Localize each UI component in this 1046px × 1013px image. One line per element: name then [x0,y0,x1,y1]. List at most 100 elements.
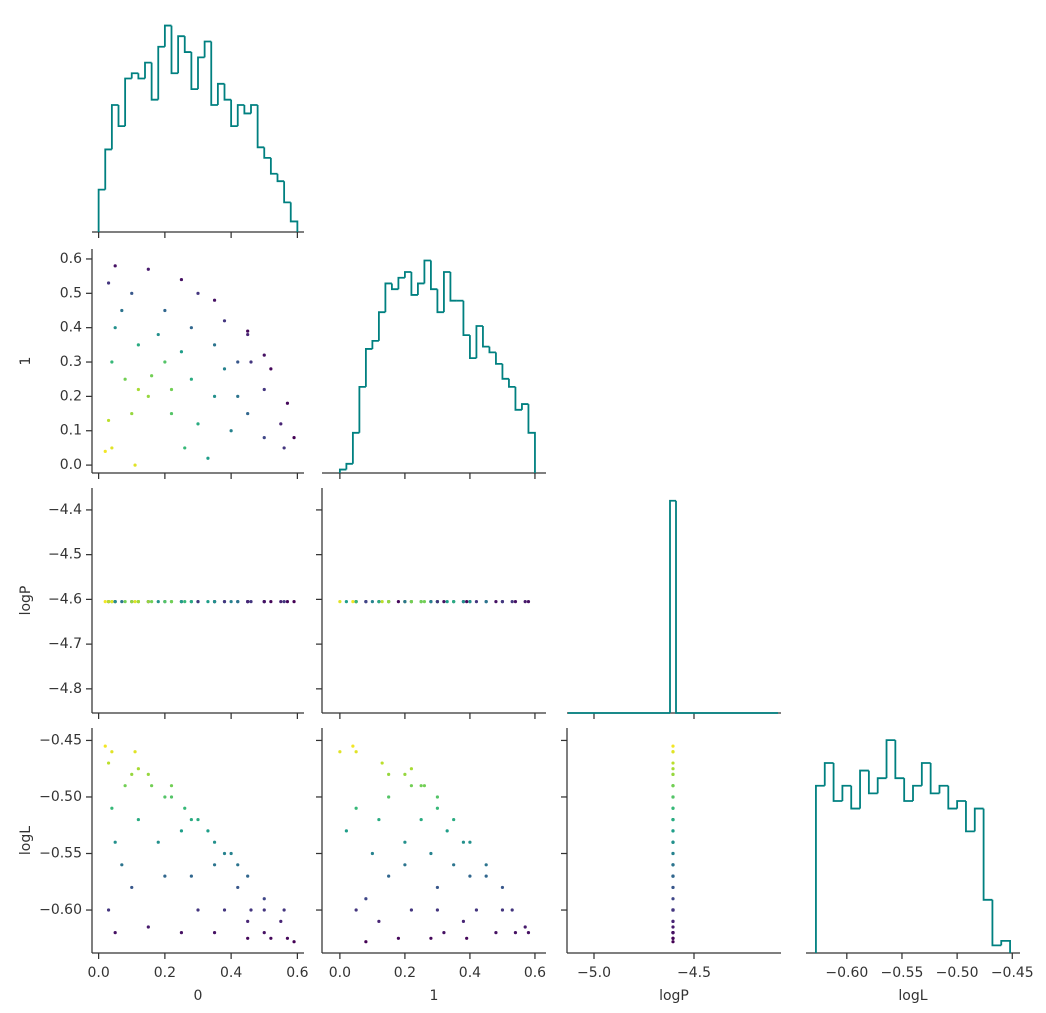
scatter-point [671,925,675,929]
scatter-point [196,817,200,822]
scatter-point [106,761,111,765]
scatter-point [484,863,488,867]
scatter-point [133,600,137,604]
histogram-step [991,899,1002,947]
scatter-point [442,931,446,935]
scatter-point [183,446,187,450]
scatter-point [156,840,160,844]
scatter-point [435,908,440,912]
scatter-point [262,353,266,357]
scatter-point [133,750,137,754]
scatter-point [513,931,518,935]
scatter-point [212,931,217,935]
scatter-point [103,600,107,604]
histogram-step [404,271,412,278]
scatter-point [113,326,117,330]
scatter-point [435,806,440,810]
histogram-step [956,800,966,809]
scatter-point [163,600,167,604]
scatter-point [671,767,675,771]
scatter-point [249,360,253,364]
scatter-point [120,600,124,604]
scatter-point [156,600,160,604]
histogram-step [501,363,509,380]
x-tick-label: −0.60 [825,965,868,981]
histogram-step [216,82,225,105]
scatter-point [279,600,283,604]
histogram-step [137,73,145,80]
scatter-point [387,772,391,776]
scatter-point [206,829,210,833]
x-tick-label: 0.6 [286,965,308,981]
y-tick-label: −4.7 [48,636,82,652]
histogram-step [177,35,185,74]
scatter-point [526,600,531,604]
histogram-step [815,784,825,953]
histogram-step [920,762,931,786]
scatter-point [403,600,407,604]
histogram-step [947,785,958,810]
scatter-point [130,291,134,295]
scatter-point [113,931,117,935]
scatter-point [377,919,381,923]
histogram-step [675,500,778,714]
scatter-point [500,600,505,604]
scatter-point [269,600,273,604]
scatter-point [183,806,187,810]
scatter-point [262,436,266,440]
scatter-point [292,600,296,604]
scatter-point [285,401,290,405]
scatter-point [189,600,193,604]
histogram-step [823,762,834,786]
scatter-point [236,360,240,364]
scatter-point [461,600,466,604]
scatter-point [246,874,250,878]
histogram-step [377,311,386,341]
scatter-point [396,936,401,940]
histogram-step [1000,939,1011,953]
scatter-point [500,908,505,912]
scatter-point [435,885,440,890]
scatter-point [452,863,456,867]
scatter-point [236,394,240,398]
scatter-point [671,817,675,822]
scatter-point [212,600,217,604]
histogram-step [197,56,205,90]
scatter-point [236,600,240,604]
scatter-point [461,919,466,923]
histogram-step [521,403,529,410]
scatter-point [106,600,111,604]
scatter-point [229,600,233,604]
scatter-point [130,600,134,604]
scatter-point [212,343,217,347]
histogram-step [841,784,852,801]
y-tick-label: 0.1 [60,423,82,439]
scatter-point [364,897,368,901]
scatter-point [364,940,368,944]
scatter-point [229,429,233,433]
scatter-point [110,750,114,754]
scatter-point [246,329,250,333]
histogram-step [289,202,299,232]
scatter-point [671,897,675,901]
scatter-point [113,264,117,268]
y-tick-label: 0.4 [60,320,82,336]
scatter-point [113,840,117,844]
histogram-step [110,104,119,150]
histogram-step [384,282,392,313]
histogram-step [150,62,159,101]
y-axis-label: logP [18,586,34,616]
scatter-point [236,863,240,867]
scatter-point [380,761,384,765]
scatter-point [279,919,283,923]
scatter-point [236,885,240,890]
scatter-point [146,394,150,398]
scatter-point [671,885,675,890]
scatter-point [435,600,440,604]
histogram-step [859,769,869,809]
scatter-point [671,795,675,799]
scatter-point [120,863,124,867]
histogram-step [832,762,843,802]
histogram-step [210,41,218,106]
scatter-point [196,908,200,912]
